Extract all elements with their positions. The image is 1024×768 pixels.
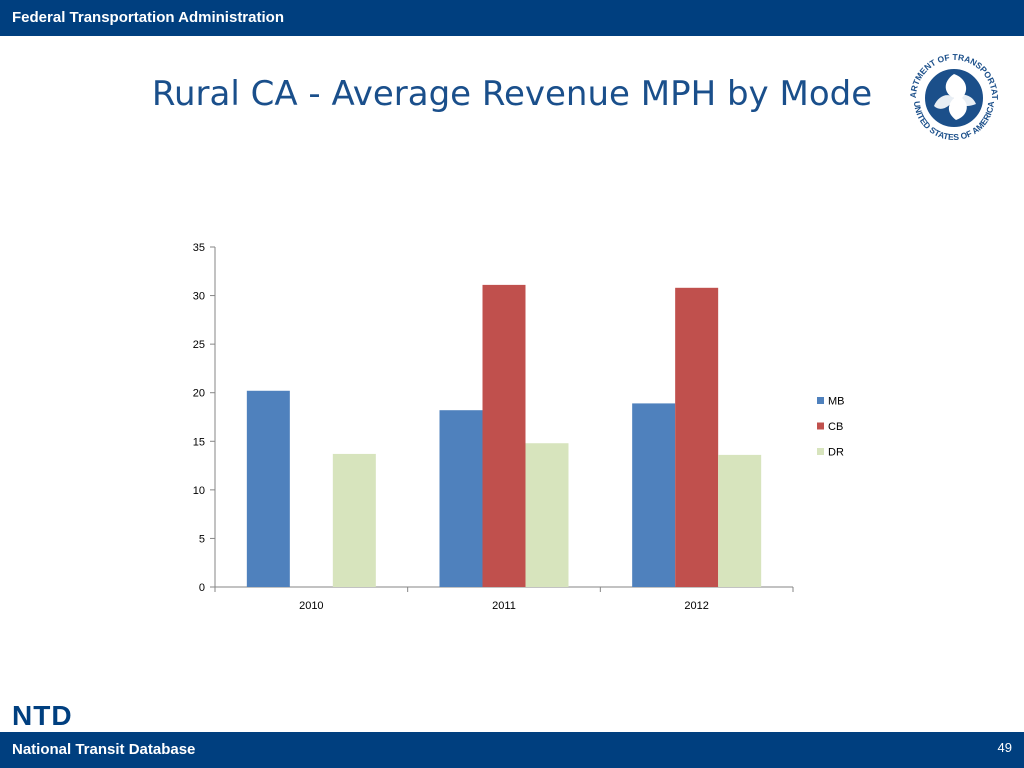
ntd-logo: NTD — [12, 700, 73, 731]
x-axis: 2010 2011 2012 — [214, 586, 794, 612]
bar-mb-2012 — [632, 403, 676, 587]
y-axis: 0 5 10 15 20 25 30 35 — [193, 242, 216, 594]
slide-title-text: Rural CA - Average Revenue MPH by Mode — [151, 74, 873, 114]
dot-seal-icon: DEPARTMENT OF TRANSPORTATION UNITED STAT… — [900, 44, 1000, 142]
x-tick-label: 2012 — [684, 600, 708, 612]
y-tick-label: 25 — [193, 339, 205, 351]
bar-dr-2011 — [525, 443, 569, 587]
y-tick-label: 5 — [199, 533, 205, 545]
y-tick-label: 35 — [193, 242, 205, 254]
y-tick-label: 30 — [193, 291, 205, 303]
legend: MB CB DR — [817, 396, 845, 459]
y-tick-label: 10 — [193, 485, 205, 497]
bar-cb-2011 — [482, 284, 526, 587]
bar-mb-2010 — [246, 390, 290, 587]
header-bar: Federal Transportation Administration — [0, 0, 1024, 36]
y-tick-label: 20 — [193, 388, 205, 400]
legend-label-dr: DR — [828, 447, 844, 459]
y-tick-label: 15 — [193, 436, 205, 448]
footer-title: National Transit Database — [12, 741, 196, 758]
legend-label-cb: CB — [828, 421, 843, 433]
footer-bar: National Transit Database 49 — [0, 732, 1024, 768]
bar-mb-2011 — [439, 410, 483, 587]
legend-swatch-dr — [817, 448, 824, 455]
legend-swatch-mb — [817, 397, 824, 404]
page-number: 49 — [997, 740, 1012, 755]
bar-cb-2012 — [675, 287, 719, 587]
x-tick-label: 2010 — [299, 600, 323, 612]
bars — [246, 284, 762, 587]
x-tick-label: 2011 — [492, 600, 516, 612]
bar-chart: 0 5 10 15 20 25 30 35 2010 2011 2012 MB CB DR — [193, 242, 845, 612]
legend-swatch-cb — [817, 422, 824, 430]
y-tick-label: 0 — [199, 582, 205, 594]
slide-title: Rural CA - Average Revenue MPH by Mode — [0, 74, 1024, 114]
bar-dr-2010 — [332, 453, 376, 587]
legend-label-mb: MB — [828, 396, 845, 408]
bar-dr-2012 — [718, 454, 762, 587]
header-title: Federal Transportation Administration — [12, 9, 284, 26]
